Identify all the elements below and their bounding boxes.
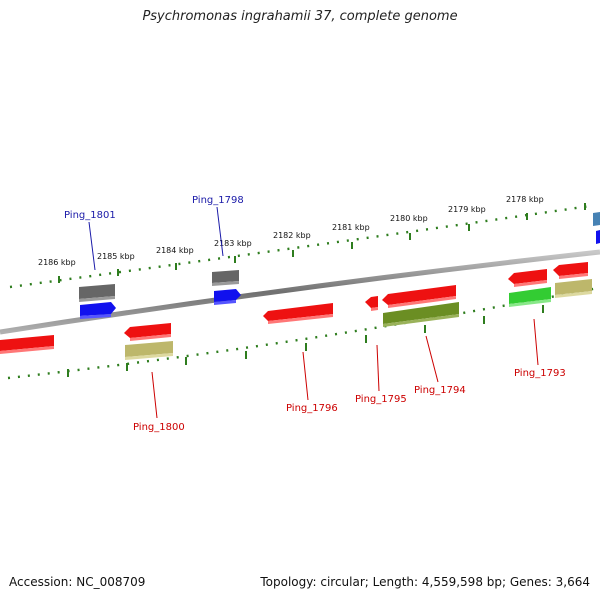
scale-label: 2180 kbp <box>390 214 428 223</box>
gene-feature[interactable] <box>79 296 115 302</box>
scale-label: 2184 kbp <box>156 246 194 255</box>
scale-label: 2182 kbp <box>273 231 311 240</box>
gene-label-ping-1800[interactable]: Ping_1800 <box>133 422 185 433</box>
gene-label-ping-1795[interactable]: Ping_1795 <box>355 394 407 405</box>
gene-label-ping-1796[interactable]: Ping_1796 <box>286 403 338 414</box>
gene-feature[interactable] <box>388 296 456 308</box>
gene-feature[interactable] <box>371 307 378 311</box>
upper-scale-track <box>9 204 591 289</box>
scale-labels: 2186 kbp 2185 kbp 2184 kbp 2183 kbp 2182… <box>38 195 544 267</box>
gene-feature[interactable] <box>555 291 592 298</box>
gene-feature[interactable] <box>212 281 239 286</box>
scale-label: 2179 kbp <box>448 205 486 214</box>
scale-label: 2185 kbp <box>97 252 135 261</box>
gene-feature[interactable] <box>130 334 171 341</box>
gene-labels: Ping_1801 Ping_1798 Ping_1800 Ping_1796 … <box>64 195 566 433</box>
gene-feature[interactable] <box>79 284 115 299</box>
gene-feature[interactable] <box>125 353 173 360</box>
gene-feature[interactable] <box>365 296 378 308</box>
gene-feature[interactable] <box>212 270 239 283</box>
gene-feature[interactable] <box>509 287 551 304</box>
scale-label: 2178 kbp <box>506 195 544 204</box>
gene-label-ping-1798[interactable]: Ping_1798 <box>192 195 244 206</box>
gene-feature[interactable] <box>555 279 592 295</box>
scale-label: 2183 kbp <box>214 239 252 248</box>
lower-strand-genes <box>0 279 592 360</box>
gene-feature[interactable] <box>382 285 456 305</box>
gene-label-connectors <box>88 206 539 419</box>
gene-feature[interactable] <box>124 323 171 338</box>
upper-strand-genes <box>79 212 600 324</box>
lower-major-ticks <box>67 305 544 377</box>
gene-feature[interactable] <box>383 302 459 324</box>
gene-feature[interactable] <box>509 299 551 307</box>
gene-feature[interactable] <box>508 269 547 284</box>
gene-feature[interactable] <box>0 335 54 351</box>
gene-label-ping-1793[interactable]: Ping_1793 <box>514 368 566 379</box>
gene-feature[interactable] <box>80 314 111 319</box>
gene-feature[interactable] <box>383 314 459 327</box>
accession-text: Accession: NC_008709 <box>9 575 146 589</box>
gene-label-ping-1794[interactable]: Ping_1794 <box>414 385 466 396</box>
gene-feature[interactable] <box>559 273 588 279</box>
genome-stats-text: Topology: circular; Length: 4,559,598 bp… <box>260 575 590 589</box>
gene-feature[interactable] <box>263 303 333 321</box>
genome-backbone <box>0 249 600 335</box>
map-title: Psychromonas ingrahamii 37, complete gen… <box>142 9 458 24</box>
gene-feature[interactable] <box>80 302 116 316</box>
gene-feature[interactable] <box>214 289 241 302</box>
gene-feature[interactable] <box>268 314 333 324</box>
gene-feature[interactable] <box>514 280 547 287</box>
scale-label: 2186 kbp <box>38 258 76 267</box>
gene-feature[interactable] <box>214 300 236 305</box>
gene-label-ping-1801[interactable]: Ping_1801 <box>64 210 116 221</box>
gene-feature[interactable] <box>553 262 588 276</box>
gene-feature[interactable] <box>125 341 173 357</box>
gene-feature[interactable] <box>596 230 600 244</box>
gene-feature[interactable] <box>593 212 600 226</box>
scale-label: 2181 kbp <box>332 223 370 232</box>
upper-major-ticks <box>58 203 586 283</box>
gene-feature[interactable] <box>0 346 54 354</box>
